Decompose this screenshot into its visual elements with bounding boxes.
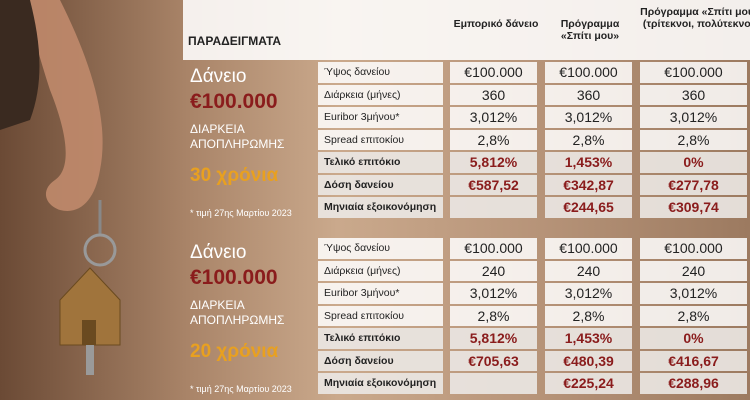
cell-value: 2,8% [640, 129, 747, 150]
row-label: Διάρκεια (μήνες) [318, 260, 443, 281]
cell-value: 240 [450, 260, 537, 281]
cell-value: €309,74 [640, 197, 747, 218]
cell-value: €416,67 [640, 350, 747, 371]
row-label: Διάρκεια (μήνες) [318, 84, 443, 105]
cell-value: 3,012% [450, 283, 537, 304]
cell-value: 360 [450, 84, 537, 105]
note: * τιμή 27ης Μαρτίου 2023 [190, 384, 292, 394]
cell-value: 3,012% [450, 107, 537, 128]
cell-value: 2,8% [545, 305, 632, 326]
column-header: Πρόγραμμα «Σπίτι μου» [560, 18, 620, 42]
duration: 30 χρόνια [190, 165, 279, 186]
row-label: Δόση δανείου [318, 174, 443, 195]
cell-value: 2,8% [450, 129, 537, 150]
cell-value: €225,24 [545, 373, 632, 394]
cell-value: 1,453% [545, 328, 632, 349]
loan-amount: €100.000 [190, 90, 278, 113]
cell-value: €244,65 [545, 197, 632, 218]
cell-value: 360 [640, 84, 747, 105]
cell-value: 360 [545, 84, 632, 105]
cell-value: 2,8% [545, 129, 632, 150]
header-band [183, 0, 750, 60]
cell-value: €100.000 [640, 238, 747, 259]
cell-value: €100.000 [545, 62, 632, 83]
cell-value: 5,812% [450, 152, 537, 173]
cell-value: 0% [640, 152, 747, 173]
column-header: Πρόγραμμα «Σπίτι μου» (τρίτεκνοι, πολύτε… [640, 6, 750, 30]
loan-label: Δάνειο [190, 66, 247, 87]
cell-value: 3,012% [640, 107, 747, 128]
row-label: Spread επιτοκίου [318, 129, 443, 150]
row-label: Δόση δανείου [318, 350, 443, 371]
photo [0, 0, 121, 375]
cell-value [450, 197, 537, 218]
column-header: Εμπορικό δάνειο [453, 18, 539, 30]
cell-value: €100.000 [450, 238, 537, 259]
cell-value: 2,8% [450, 305, 537, 326]
cell-value: €480,39 [545, 350, 632, 371]
row-label: Μηνιαία εξοικονόμηση [318, 373, 443, 394]
section-title: ΠΑΡΑΔΕΙΓΜΑΤΑ [188, 34, 282, 48]
row-label: Spread επιτοκίου [318, 305, 443, 326]
duration-label: ΔΙΑΡΚΕΙΑ ΑΠΟΠΛΗΡΩΜΗΣ [190, 122, 285, 151]
cell-value: 0% [640, 328, 747, 349]
duration: 20 χρόνια [190, 341, 279, 362]
cell-value: €587,52 [450, 174, 537, 195]
cell-value: 3,012% [640, 283, 747, 304]
row-label: Τελικό επιτόκιο [318, 152, 443, 173]
cell-value: €705,63 [450, 350, 537, 371]
cell-value: 3,012% [545, 283, 632, 304]
cell-value: 1,453% [545, 152, 632, 173]
row-label: Euribor 3μήνου* [318, 107, 443, 128]
row-label: Euribor 3μήνου* [318, 283, 443, 304]
note: * τιμή 27ης Μαρτίου 2023 [190, 208, 292, 218]
loan-amount: €100.000 [190, 266, 278, 289]
cell-value: €342,87 [545, 174, 632, 195]
cell-value: €288,96 [640, 373, 747, 394]
cell-value: 240 [640, 260, 747, 281]
cell-value: 3,012% [545, 107, 632, 128]
cell-value: €100.000 [640, 62, 747, 83]
row-label: Ύψος δανείου [318, 62, 443, 83]
cell-value: 240 [545, 260, 632, 281]
cell-value: 5,812% [450, 328, 537, 349]
loan-label: Δάνειο [190, 242, 247, 263]
cell-value: 2,8% [640, 305, 747, 326]
cell-value: €277,78 [640, 174, 747, 195]
cell-value [450, 373, 537, 394]
cell-value: €100.000 [545, 238, 632, 259]
row-label: Ύψος δανείου [318, 238, 443, 259]
cell-value: €100.000 [450, 62, 537, 83]
duration-label: ΔΙΑΡΚΕΙΑ ΑΠΟΠΛΗΡΩΜΗΣ [190, 298, 285, 327]
row-label: Τελικό επιτόκιο [318, 328, 443, 349]
row-label: Μηνιαία εξοικονόμηση [318, 197, 443, 218]
